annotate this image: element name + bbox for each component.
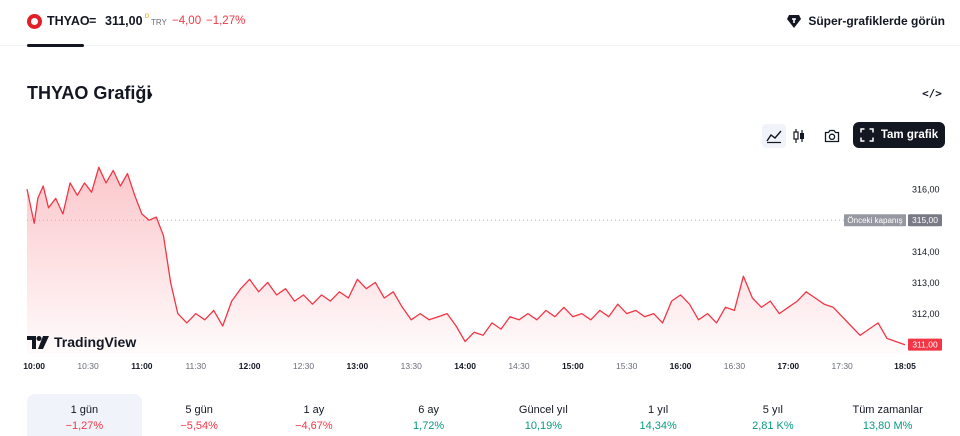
period-tab[interactable]: 1 yıl 14,34% bbox=[601, 394, 716, 436]
price-area-fill bbox=[27, 167, 905, 354]
period-tab[interactable]: Güncel yıl 10,19% bbox=[486, 394, 601, 436]
super-charts-link[interactable]: Süper-grafiklerde görün bbox=[786, 13, 945, 29]
prev-close-label-bg bbox=[844, 214, 906, 227]
prev-close-label: Önceki kapanış bbox=[847, 216, 902, 225]
y-tick-label: 313,00 bbox=[912, 278, 940, 288]
ticker-symbol[interactable]: THYAO bbox=[47, 14, 90, 28]
period-label: 1 gün bbox=[70, 404, 99, 416]
period-tab[interactable]: 1 ay −4,67% bbox=[257, 394, 372, 436]
period-tab[interactable]: 5 gün −5,54% bbox=[142, 394, 257, 436]
full-chart-label: Tam grafik bbox=[880, 129, 939, 141]
prev-close-value-bg bbox=[908, 214, 942, 227]
x-tick-label: 14:30 bbox=[508, 361, 530, 371]
thyao-logo-icon bbox=[27, 14, 42, 29]
period-change: 1,72% bbox=[413, 420, 445, 432]
tradingview-wordmark: TradingView bbox=[54, 334, 137, 350]
period-label: 5 yıl bbox=[762, 404, 783, 416]
x-tick-label: 11:00 bbox=[131, 361, 153, 371]
ticker-bar: THYAO = 311,00 ᴰ TRY −4,00 −1,27% Süper-… bbox=[0, 0, 960, 47]
supercharts-icon bbox=[787, 15, 802, 28]
period-tab[interactable]: 1 gün −1,27% bbox=[27, 394, 142, 436]
x-tick-label: 15:30 bbox=[616, 361, 638, 371]
period-change: 14,34% bbox=[639, 420, 677, 432]
period-label: 5 gün bbox=[185, 404, 213, 416]
period-change: 2,81 K% bbox=[752, 420, 794, 432]
period-label: Güncel yıl bbox=[518, 404, 568, 416]
x-tick-label: 17:30 bbox=[832, 361, 854, 371]
super-charts-label: Süper-grafiklerde görün bbox=[808, 14, 945, 28]
x-tick-label: 14:00 bbox=[454, 361, 476, 371]
last-price-badge-bg bbox=[908, 338, 942, 351]
x-tick-label: 11:30 bbox=[185, 361, 206, 371]
x-tick-label: 15:00 bbox=[562, 361, 584, 371]
period-tab[interactable]: 6 ay 1,72% bbox=[371, 394, 486, 436]
ticker-change-percent: −1,27% bbox=[206, 15, 246, 27]
x-tick-label: 12:00 bbox=[239, 361, 261, 371]
x-tick-label: 10:00 bbox=[23, 361, 45, 371]
ticker-change: −4,00 bbox=[172, 15, 202, 27]
period-change: 10,19% bbox=[524, 420, 563, 432]
camera-icon bbox=[824, 129, 840, 143]
x-tick-label: 17:00 bbox=[777, 361, 799, 371]
period-change: −4,67% bbox=[295, 420, 333, 432]
fullscreen-icon bbox=[860, 128, 874, 142]
period-change: −1,27% bbox=[65, 420, 104, 432]
period-change: −5,54% bbox=[180, 420, 218, 432]
y-tick-label: 312,00 bbox=[912, 309, 940, 319]
ticker-separator: = bbox=[89, 14, 97, 28]
last-price-label: 311,00 bbox=[912, 340, 938, 350]
period-label: 1 yıl bbox=[648, 404, 669, 416]
ticker-currency: TRY bbox=[151, 18, 167, 27]
y-tick-label: 314,00 bbox=[912, 247, 940, 257]
snapshot-button[interactable] bbox=[820, 124, 844, 148]
x-tick-label: 16:30 bbox=[724, 361, 746, 371]
embed-code-button[interactable]: </> bbox=[922, 87, 942, 100]
tradingview-watermark: TradingView bbox=[27, 334, 136, 350]
x-tick-label: 13:30 bbox=[401, 361, 423, 371]
chevron-right-icon[interactable]: › bbox=[147, 84, 153, 104]
full-chart-button[interactable]: Tam grafik bbox=[853, 122, 945, 148]
period-label: 6 ay bbox=[418, 404, 440, 416]
period-change: 13,80 M% bbox=[862, 420, 913, 432]
area-chart-icon bbox=[766, 130, 782, 144]
price-line bbox=[26, 166, 906, 346]
y-tick-label: 316,00 bbox=[912, 185, 940, 195]
active-tab-indicator bbox=[27, 44, 84, 47]
candlestick-button[interactable] bbox=[787, 124, 811, 148]
period-label: Tüm zamanlar bbox=[852, 404, 923, 416]
ticker-price: 311,00 bbox=[105, 14, 143, 28]
prev-close-value: 315,00 bbox=[912, 215, 938, 225]
period-tab[interactable]: 5 yıl 2,81 K% bbox=[716, 394, 831, 436]
period-label: 1 ay bbox=[303, 404, 325, 416]
chart-title[interactable]: THYAO Grafiği bbox=[27, 83, 152, 103]
x-tick-label: 10:30 bbox=[77, 361, 99, 371]
period-tab[interactable]: Tüm zamanlar 13,80 M% bbox=[830, 394, 945, 436]
x-tick-label: 18:05 bbox=[894, 361, 916, 371]
period-tabs: 1 gün −1,27% 5 gün −5,54% 1 ay −4,67% 6 ay 1,72… bbox=[27, 394, 945, 436]
tradingview-logo-icon bbox=[27, 335, 49, 349]
area-chart-button[interactable] bbox=[762, 124, 786, 148]
delayed-data-flag: ᴰ bbox=[145, 12, 150, 22]
x-tick-label: 12:30 bbox=[293, 361, 315, 371]
price-chart[interactable]: 316,00 315,00 314,00 313,00 312,00 Önceki kap… bbox=[0, 150, 960, 380]
x-tick-label: 16:00 bbox=[670, 361, 692, 371]
candlestick-icon bbox=[793, 129, 804, 143]
x-tick-label: 13:00 bbox=[346, 361, 368, 371]
